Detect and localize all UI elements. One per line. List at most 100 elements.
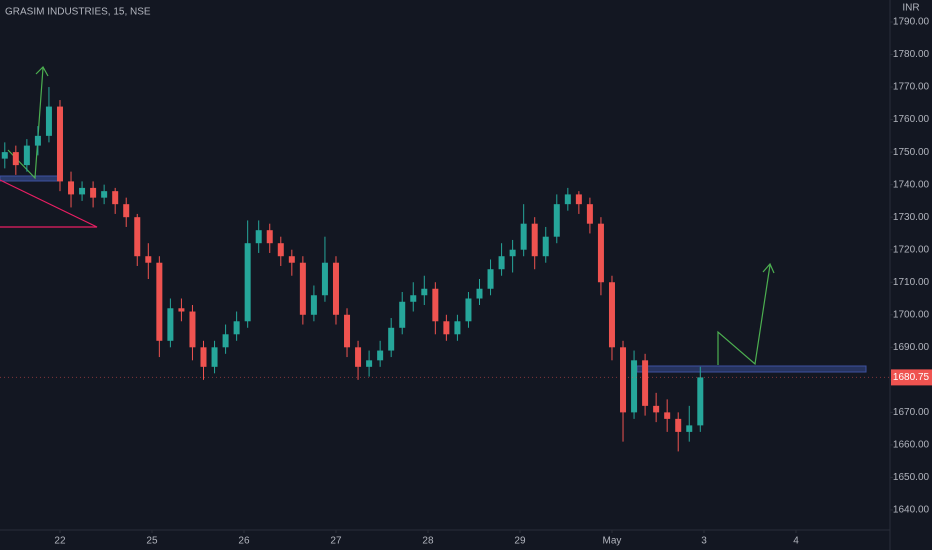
candle-body	[145, 256, 152, 263]
candle-body	[631, 360, 638, 413]
y-tick-label: 1710.00	[893, 277, 930, 288]
y-tick-label: 1690.00	[893, 342, 930, 353]
candle-body	[542, 236, 549, 257]
candle-body	[697, 377, 704, 426]
candle-body	[421, 288, 428, 296]
x-tick-label: May	[603, 536, 622, 547]
triangle-drawing	[0, 179, 98, 228]
candle-body	[68, 181, 75, 195]
y-tick-label: 1650.00	[893, 472, 930, 483]
candle-body	[233, 321, 240, 335]
candle-body	[675, 418, 682, 432]
x-tick-label: 27	[330, 536, 342, 547]
candle-body	[586, 204, 593, 224]
candle-body	[79, 187, 86, 195]
candle-body	[465, 298, 472, 322]
candle-body	[200, 347, 207, 367]
candle-body	[454, 321, 461, 335]
y-tick-label: 1660.00	[893, 440, 930, 451]
arrow-drawing	[717, 264, 771, 366]
candle-body	[366, 360, 373, 367]
candle-body	[410, 295, 417, 302]
last-price-box	[891, 369, 932, 386]
x-tick-label: 22	[54, 536, 66, 547]
candle-body	[608, 282, 615, 348]
y-tick-label: 1670.00	[893, 407, 930, 418]
arrow-head	[762, 262, 775, 274]
candle-body	[266, 230, 273, 244]
candle-body	[487, 269, 494, 289]
y-tick-label: 1700.00	[893, 309, 930, 320]
candle-body	[222, 334, 229, 348]
candle-body	[34, 135, 41, 146]
currency-label: INR	[902, 3, 919, 14]
y-tick-label: 1640.00	[893, 505, 930, 516]
candle-body	[277, 243, 284, 257]
candle-body	[123, 204, 130, 218]
x-tick-label: 25	[146, 536, 158, 547]
candle-body	[388, 327, 395, 351]
y-tick-label: 1760.00	[893, 114, 930, 125]
candle-body	[299, 262, 306, 315]
candle-body	[23, 145, 30, 166]
candle-body	[575, 194, 582, 205]
y-tick-label: 1730.00	[893, 212, 930, 223]
chart-title: GRASIM INDUSTRIES, 15, NSE	[5, 7, 151, 18]
candle-body	[310, 295, 317, 315]
candle-body	[443, 321, 450, 335]
candle-body	[189, 311, 196, 348]
arrow-head	[35, 66, 49, 77]
y-tick-label: 1770.00	[893, 82, 930, 93]
zone	[636, 365, 867, 373]
candle-body	[56, 106, 63, 182]
candle-body	[255, 230, 262, 244]
candle-body	[321, 262, 328, 296]
candle-body	[686, 425, 693, 432]
candle-body	[498, 256, 505, 270]
candle-body	[520, 223, 527, 250]
candle-body	[12, 152, 19, 166]
x-tick-label: 4	[793, 536, 799, 547]
x-tick-label: 26	[238, 536, 250, 547]
y-tick-label: 1780.00	[893, 49, 930, 60]
candle-body	[112, 191, 119, 205]
last-price-label: 1680.75	[893, 372, 930, 383]
candle-body	[134, 217, 141, 257]
candle-body	[101, 191, 108, 198]
candle-body	[288, 256, 295, 263]
candle-body	[211, 347, 218, 367]
candle-body	[664, 412, 671, 419]
candle-body	[1, 152, 8, 159]
candle-body	[564, 194, 571, 205]
candle-body	[90, 187, 97, 198]
zone	[0, 175, 61, 182]
candle-body	[531, 223, 538, 257]
candle-body	[45, 106, 52, 136]
candle-body	[642, 360, 649, 406]
x-tick-label: 3	[701, 536, 707, 547]
candle-body	[597, 223, 604, 283]
y-tick-label: 1740.00	[893, 179, 930, 190]
candle-body	[432, 288, 439, 322]
candle-body	[244, 243, 251, 322]
candle-body	[620, 347, 627, 413]
candle-body	[476, 288, 483, 299]
candle-body	[156, 262, 163, 341]
candle-body	[344, 314, 351, 348]
candle-body	[178, 308, 185, 312]
candle-body	[377, 350, 384, 361]
candle-body	[653, 405, 660, 413]
candle-body	[167, 308, 174, 341]
x-tick-label: 29	[514, 536, 526, 547]
candle-body	[509, 249, 516, 257]
y-tick-label: 1750.00	[893, 147, 930, 158]
y-tick-label: 1720.00	[893, 244, 930, 255]
x-tick-label: 28	[422, 536, 434, 547]
y-tick-label: 1790.00	[893, 17, 930, 28]
candle-body	[332, 262, 339, 315]
candle-body	[399, 301, 406, 328]
candle-body	[553, 204, 560, 237]
